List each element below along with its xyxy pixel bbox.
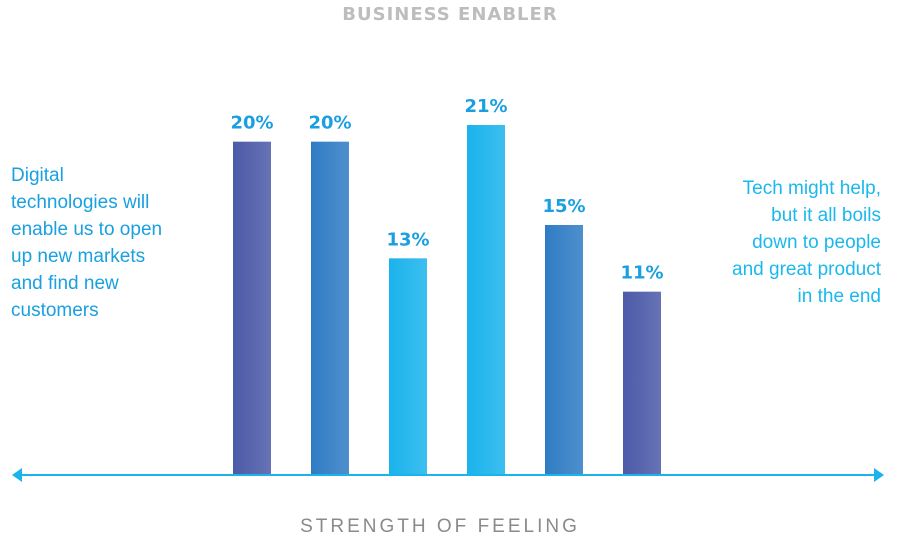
bar-3 [389, 258, 427, 475]
left-annotation-line: enable us to open [11, 219, 163, 240]
bar-value-label: 13% [386, 229, 429, 250]
axis-arrow-left-icon [12, 468, 22, 482]
bar-value-label: 15% [542, 196, 585, 217]
bar-value-label: 21% [464, 96, 507, 117]
bar-value-label: 11% [620, 263, 663, 284]
bar-4 [467, 125, 505, 475]
bar-2 [311, 141, 349, 475]
left-annotation: Digital technologies will enable us to o… [11, 162, 211, 324]
left-annotation-line: up new markets [11, 246, 146, 267]
chart-title: BUSINESS ENABLER [342, 4, 558, 25]
left-annotation-line: and find new [11, 273, 119, 294]
right-annotation-line: Tech might help, [742, 178, 881, 199]
left-annotation-line: technologies will [11, 192, 150, 213]
bar-value-label: 20% [308, 113, 351, 134]
right-annotation-line: and great product [732, 259, 881, 280]
bar-1 [233, 141, 271, 475]
right-annotation-line: down to people [752, 232, 881, 253]
x-axis [12, 468, 884, 482]
left-annotation-line: customers [11, 300, 99, 321]
bar-value-label: 20% [230, 113, 273, 134]
bar-6 [623, 291, 661, 475]
bar-5 [545, 225, 583, 475]
right-annotation: Tech might help, but it all boils down t… [661, 175, 881, 310]
left-annotation-line: Digital [11, 165, 64, 186]
right-annotation-line: but it all boils [771, 205, 881, 226]
axis-arrow-right-icon [874, 468, 884, 482]
right-annotation-line: in the end [797, 286, 881, 307]
x-axis-label: STRENGTH OF FEELING [300, 516, 580, 537]
